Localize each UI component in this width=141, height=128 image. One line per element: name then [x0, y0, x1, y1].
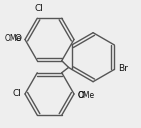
- Text: Br: Br: [118, 64, 128, 73]
- Text: Cl: Cl: [34, 4, 43, 13]
- Text: O: O: [15, 34, 22, 43]
- Text: OMe: OMe: [77, 91, 95, 100]
- Text: OMe: OMe: [5, 34, 22, 43]
- Text: O: O: [77, 91, 84, 100]
- Text: Cl: Cl: [12, 89, 21, 98]
